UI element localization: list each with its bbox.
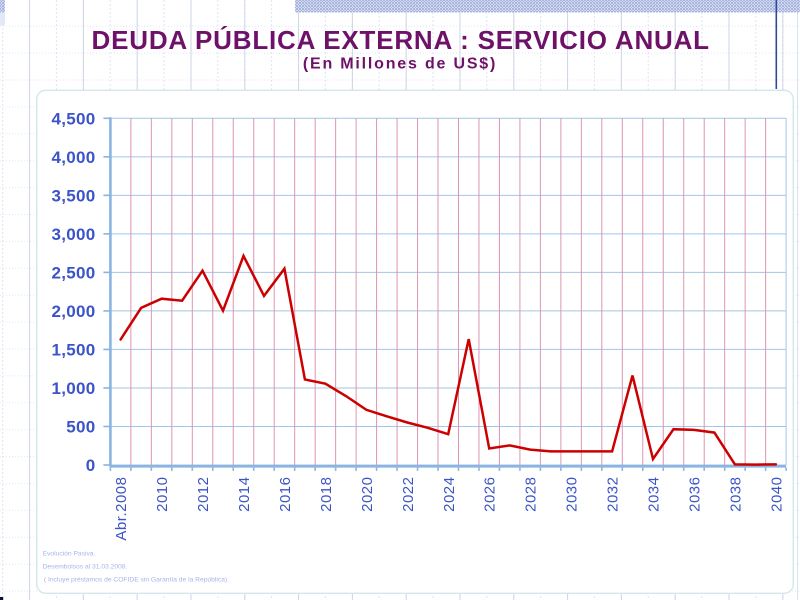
svg-text:2012: 2012: [195, 477, 212, 512]
svg-text:4,500: 4,500: [51, 109, 95, 128]
svg-text:DEUDA PÚBLICA EXTERNA : SERVIC: DEUDA PÚBLICA EXTERNA : SERVICIO ANUAL: [92, 25, 710, 55]
svg-text:2020: 2020: [359, 477, 376, 512]
svg-text:2034: 2034: [646, 477, 663, 512]
svg-text:2010: 2010: [154, 477, 171, 512]
svg-text:2018: 2018: [318, 477, 335, 512]
svg-text:2022: 2022: [400, 477, 417, 512]
svg-text:(En Millones de US$): (En Millones de US$): [303, 56, 497, 73]
svg-text:0: 0: [86, 456, 96, 475]
svg-text:4,000: 4,000: [51, 148, 95, 167]
svg-text:2026: 2026: [482, 477, 499, 512]
svg-text:( Incluye préstamos de COFIDE: ( Incluye préstamos de COFIDE sin Garant…: [44, 577, 229, 584]
svg-text:2,000: 2,000: [51, 302, 95, 321]
svg-text:2032: 2032: [605, 477, 622, 512]
svg-text:500: 500: [66, 418, 95, 437]
svg-text:Abr.2008: Abr.2008: [113, 477, 130, 541]
svg-text:2036: 2036: [687, 477, 704, 512]
svg-text:2024: 2024: [441, 477, 458, 512]
svg-text:2014: 2014: [236, 477, 253, 512]
svg-text:2016: 2016: [277, 477, 294, 512]
svg-text:2,500: 2,500: [51, 263, 95, 282]
svg-text:1,500: 1,500: [51, 340, 95, 359]
svg-text:3,000: 3,000: [51, 225, 95, 244]
svg-text:Desembolsos al 31.03.2008.: Desembolsos al 31.03.2008.: [43, 564, 128, 571]
svg-text:2028: 2028: [523, 477, 540, 512]
svg-text:2040: 2040: [768, 477, 785, 512]
svg-text:2030: 2030: [564, 477, 581, 512]
svg-text:1,000: 1,000: [51, 379, 95, 398]
svg-text:Evolución Pasiva.: Evolución Pasiva.: [43, 551, 96, 558]
svg-text:3,500: 3,500: [51, 186, 95, 205]
svg-text:2038: 2038: [727, 477, 744, 512]
